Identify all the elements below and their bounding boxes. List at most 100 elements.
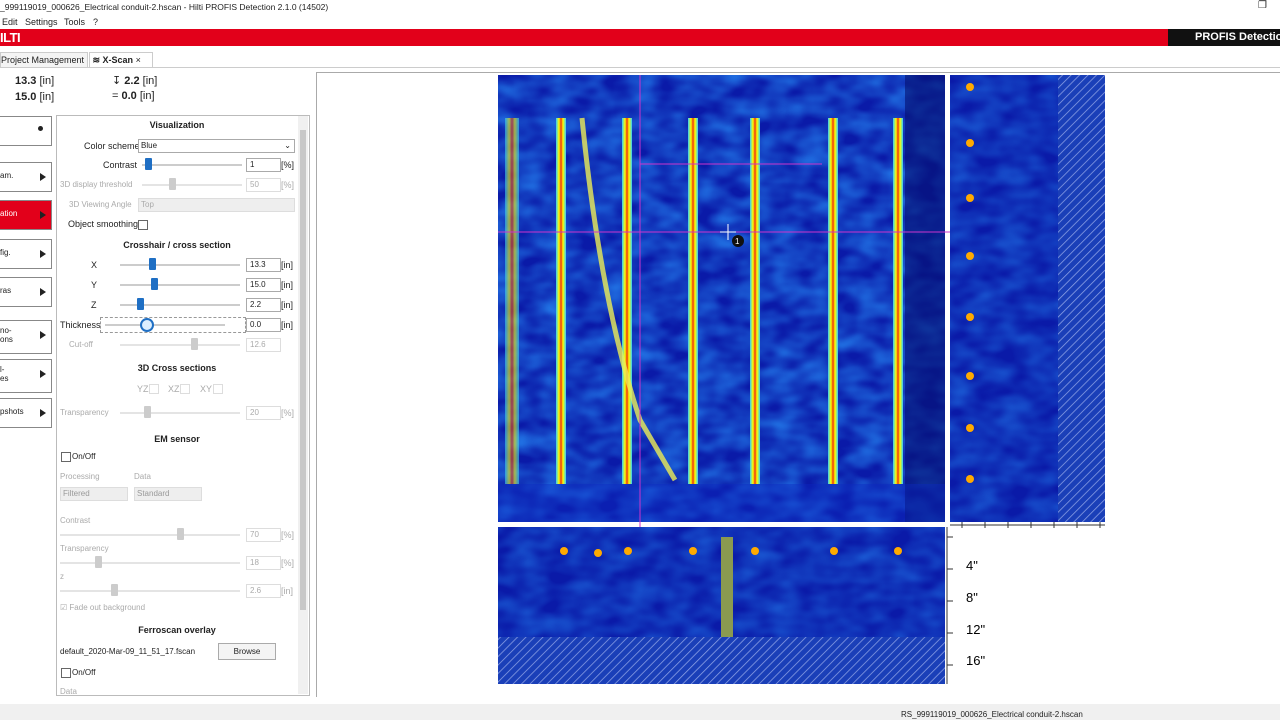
settings-panel bbox=[56, 115, 310, 696]
nav-button[interactable] bbox=[0, 116, 52, 146]
view-area bbox=[316, 72, 1280, 697]
nav-button[interactable]: am. bbox=[0, 162, 52, 192]
label: ☑ Fade out background bbox=[60, 603, 146, 612]
label: Y bbox=[91, 280, 98, 290]
label: Contrast bbox=[60, 516, 91, 525]
nav-button[interactable]: pshots bbox=[0, 398, 52, 428]
nav-button[interactable]: no- ons bbox=[0, 320, 52, 354]
slider-track[interactable] bbox=[105, 324, 225, 326]
label: Data bbox=[60, 687, 77, 694]
dropdown[interactable]: Blue ⌄ bbox=[138, 139, 295, 153]
side-view bbox=[950, 75, 1105, 528]
slider-thumb[interactable] bbox=[145, 158, 152, 170]
menu-item[interactable]: ? bbox=[93, 17, 99, 27]
product-name: PROFIS Detectio bbox=[1195, 31, 1280, 43]
slider-thumb[interactable] bbox=[149, 258, 156, 270]
nav-button[interactable]: fig. bbox=[0, 239, 52, 269]
label: 3D display threshold bbox=[60, 180, 133, 189]
section-title: EM sensor bbox=[154, 434, 200, 444]
coord-value: 0.0 bbox=[121, 90, 137, 102]
logo: ILTI bbox=[0, 30, 21, 45]
tab-underline bbox=[0, 67, 1280, 68]
unit: [%] bbox=[281, 530, 295, 540]
slider-thumb bbox=[191, 338, 198, 350]
section-view bbox=[498, 527, 953, 684]
slider-track[interactable] bbox=[120, 284, 240, 286]
nav-button[interactable]: l- es bbox=[0, 359, 52, 393]
nav-label: no- ons bbox=[0, 326, 13, 344]
slider-track bbox=[60, 562, 240, 564]
label: On/Off bbox=[72, 668, 96, 677]
slider-track[interactable] bbox=[120, 304, 240, 306]
input: 2.6 bbox=[246, 584, 281, 598]
label-text: Fade out background bbox=[69, 603, 146, 612]
coord-value: 15.0 bbox=[15, 91, 37, 103]
scrollbar[interactable] bbox=[298, 116, 308, 694]
unit: [in] bbox=[281, 260, 294, 270]
label: z bbox=[60, 572, 64, 581]
slider-track[interactable] bbox=[120, 264, 240, 266]
unit: [%] bbox=[281, 160, 295, 170]
coord: 13.3 [in] bbox=[15, 75, 54, 87]
checkbox bbox=[149, 384, 159, 394]
label: Cut-off bbox=[69, 340, 93, 349]
label: On/Off bbox=[72, 452, 96, 461]
unit: [in] bbox=[281, 320, 294, 330]
slider-track bbox=[60, 590, 240, 592]
depth-label: 4" bbox=[966, 558, 978, 573]
label: 3D Viewing Angle bbox=[69, 200, 132, 209]
menu-item[interactable]: Settings bbox=[25, 17, 58, 27]
menu-item[interactable]: Edit bbox=[2, 17, 18, 27]
depth-label: 8" bbox=[966, 590, 978, 605]
input[interactable]: 2.2 bbox=[246, 298, 281, 312]
browse-button[interactable]: Browse bbox=[218, 643, 276, 660]
unit: [%] bbox=[281, 180, 295, 190]
checkbox[interactable] bbox=[61, 668, 71, 678]
nav-label: ation bbox=[0, 209, 18, 218]
depth-label: 12" bbox=[966, 622, 985, 637]
section-title: 3D Cross sections bbox=[137, 363, 217, 373]
coord-unit: [in] bbox=[139, 90, 155, 102]
section-title: Visualization bbox=[149, 120, 205, 130]
input[interactable]: 15.0 bbox=[246, 278, 281, 292]
input[interactable]: 1 bbox=[246, 158, 281, 172]
product-box bbox=[1168, 29, 1280, 46]
input: 70 bbox=[246, 528, 281, 542]
slider-thumb[interactable] bbox=[140, 318, 154, 332]
status-bar bbox=[0, 704, 1280, 720]
input[interactable]: 13.3 bbox=[246, 258, 281, 272]
unit: [in] bbox=[281, 280, 294, 290]
plane-label: YZ bbox=[137, 384, 149, 394]
label: Color scheme bbox=[84, 141, 140, 151]
slider-track bbox=[142, 184, 242, 186]
unit: [%] bbox=[281, 558, 295, 568]
slider-thumb[interactable] bbox=[137, 298, 144, 310]
dropdown: Filtered bbox=[60, 487, 128, 501]
dropdown: Standard bbox=[134, 487, 202, 501]
restore-button[interactable]: ❐ bbox=[1258, 0, 1267, 11]
label: Transparency bbox=[60, 544, 109, 553]
label: Thickness bbox=[60, 320, 101, 330]
slider-track[interactable] bbox=[142, 164, 242, 166]
unit: [%] bbox=[281, 408, 295, 418]
coord-value: 13.3 bbox=[15, 75, 37, 87]
checkbox[interactable] bbox=[138, 220, 148, 230]
nav-label: l- es bbox=[0, 365, 9, 383]
slider-thumb bbox=[177, 528, 184, 540]
checkbox[interactable] bbox=[61, 452, 71, 462]
nav-button-active[interactable]: ation bbox=[0, 200, 52, 230]
slider-thumb bbox=[169, 178, 176, 190]
slider-thumb[interactable] bbox=[151, 278, 158, 290]
nav-button[interactable]: ras bbox=[0, 277, 52, 307]
menu-item[interactable]: Tools bbox=[64, 17, 86, 27]
section-title: Ferroscan overlay bbox=[138, 625, 216, 635]
unit: [in] bbox=[281, 300, 294, 310]
slider-track bbox=[60, 534, 240, 536]
depth-label: 16" bbox=[966, 653, 985, 668]
brand-bar bbox=[0, 29, 1280, 46]
label: Processing bbox=[60, 472, 100, 481]
status-text: RS_999119019_000626_Electrical conduit-2… bbox=[901, 710, 1083, 719]
label: Object smoothing bbox=[68, 219, 139, 229]
input[interactable]: 0.0 bbox=[246, 318, 281, 332]
